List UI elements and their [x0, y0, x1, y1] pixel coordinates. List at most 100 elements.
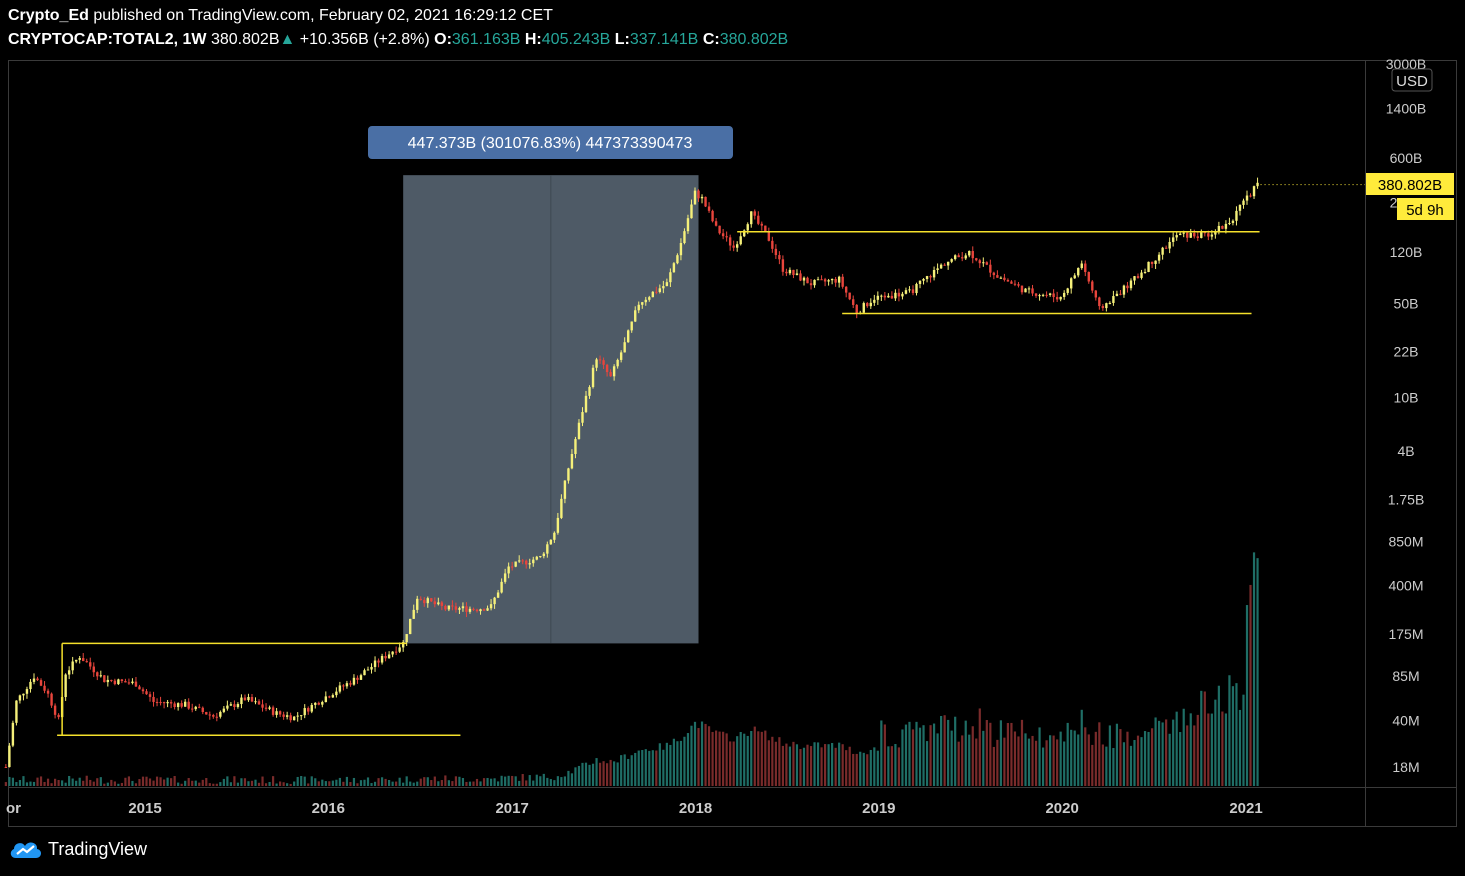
candle-body: [1136, 276, 1140, 278]
volume-bar: [669, 744, 672, 786]
volume-bar: [1154, 717, 1157, 786]
volume-bar: [271, 776, 275, 786]
candle-body: [289, 715, 292, 721]
measure-label-bg: [368, 126, 733, 159]
volume-bar: [1196, 714, 1199, 786]
volume-bar: [932, 723, 936, 786]
volume-bar: [922, 725, 925, 786]
candle-body: [1157, 254, 1161, 261]
candle-body: [546, 544, 549, 554]
time-tick-label: 2017: [495, 800, 528, 817]
candle-body: [352, 677, 356, 685]
volume-bar: [774, 741, 777, 786]
volume-bar: [504, 776, 507, 786]
candle-body: [32, 678, 36, 682]
volume-bar: [145, 776, 148, 786]
time-axis[interactable]: or 2015 2016 2017 2018 2019 2020 2021: [6, 800, 1263, 817]
volume-bar: [226, 776, 229, 786]
candle-body: [486, 608, 489, 611]
volume-bar: [525, 780, 528, 786]
candle-body: [201, 707, 204, 713]
volume-bar: [714, 730, 718, 786]
volume-bar: [518, 780, 521, 786]
author-name[interactable]: Crypto_Ed: [8, 7, 89, 24]
price-axis[interactable]: 3000B1400B600B280B120B50B22B10B4B1.75B85…: [1386, 56, 1426, 775]
volume-bar: [665, 742, 668, 786]
candle-body: [894, 292, 897, 299]
candle-body: [880, 295, 883, 297]
candle-body: [356, 677, 359, 680]
volume-bar: [707, 726, 711, 786]
ohlc-legend: CRYPTOCAP:TOTAL2, 1W 380.802B▲ +10.356B …: [8, 31, 788, 49]
candle-body: [92, 666, 95, 673]
open-value: 361.163B: [451, 31, 521, 48]
volume-bar: [342, 781, 345, 786]
volume-bar: [827, 744, 830, 786]
volume-bar: [690, 725, 693, 786]
candle-body: [1140, 272, 1143, 278]
candle-body: [454, 606, 458, 610]
candle-body: [96, 672, 99, 677]
candle-body: [929, 276, 932, 278]
volume-bar: [954, 716, 957, 786]
candle-body: [110, 679, 113, 681]
volume-bar: [1094, 731, 1097, 786]
candle-body: [1045, 294, 1048, 296]
candle-body: [1147, 261, 1150, 272]
volume-bar: [1070, 729, 1073, 786]
candle-body: [314, 702, 317, 705]
volume-bar: [82, 780, 85, 786]
candle-body: [556, 517, 560, 533]
time-tick-label: 2020: [1045, 800, 1078, 817]
candle-body: [570, 453, 574, 469]
candle-body: [1224, 223, 1228, 229]
candle-body: [588, 387, 591, 396]
candle-body: [648, 297, 651, 300]
volume-bar: [1084, 727, 1087, 786]
currency-button[interactable]: USD: [1391, 68, 1433, 92]
tradingview-logo[interactable]: TradingView: [8, 838, 147, 860]
candle-body: [764, 225, 767, 232]
support-lines[interactable]: [57, 184, 1365, 736]
candle-body: [85, 661, 88, 663]
symbol-label[interactable]: CRYPTOCAP:TOTAL2, 1W: [8, 31, 207, 48]
candle-body: [626, 330, 630, 343]
volume-bar: [732, 741, 735, 786]
volume-bar: [711, 731, 714, 786]
candle-body: [707, 206, 711, 211]
volume-bar: [672, 738, 676, 786]
volume-bar: [799, 749, 802, 786]
volume-bar: [468, 781, 472, 786]
volume-bar: [957, 741, 960, 786]
candle-body: [366, 669, 370, 671]
candle-body: [539, 556, 542, 558]
candle-body: [563, 480, 567, 499]
volume-bar: [268, 781, 271, 786]
candle-body: [387, 654, 391, 659]
volume-bar: [1147, 731, 1150, 786]
candle-body: [1217, 225, 1221, 232]
volume-bar: [106, 782, 109, 786]
candle-body: [686, 218, 690, 232]
candle-body: [739, 236, 742, 245]
volume-bar: [1172, 719, 1175, 786]
volume-bar: [704, 723, 707, 786]
candle-body: [335, 691, 338, 696]
candle-body: [131, 681, 134, 684]
last-price-badge-bg: [1366, 173, 1454, 195]
volume-bar: [1038, 727, 1041, 786]
candle-body: [507, 566, 510, 574]
candle-body: [384, 655, 387, 659]
volume-bar: [96, 778, 99, 786]
close-label: C:: [702, 31, 720, 48]
price-change: +10.356B (+2.8%): [299, 31, 430, 48]
candle-body: [862, 303, 865, 313]
volume-bar: [493, 778, 496, 786]
candle-body: [788, 269, 792, 274]
candle-body: [1221, 225, 1224, 229]
volume-bar: [581, 762, 584, 786]
volume-bar: [595, 758, 598, 786]
volume-bar: [718, 731, 721, 786]
candle-body: [975, 258, 978, 261]
